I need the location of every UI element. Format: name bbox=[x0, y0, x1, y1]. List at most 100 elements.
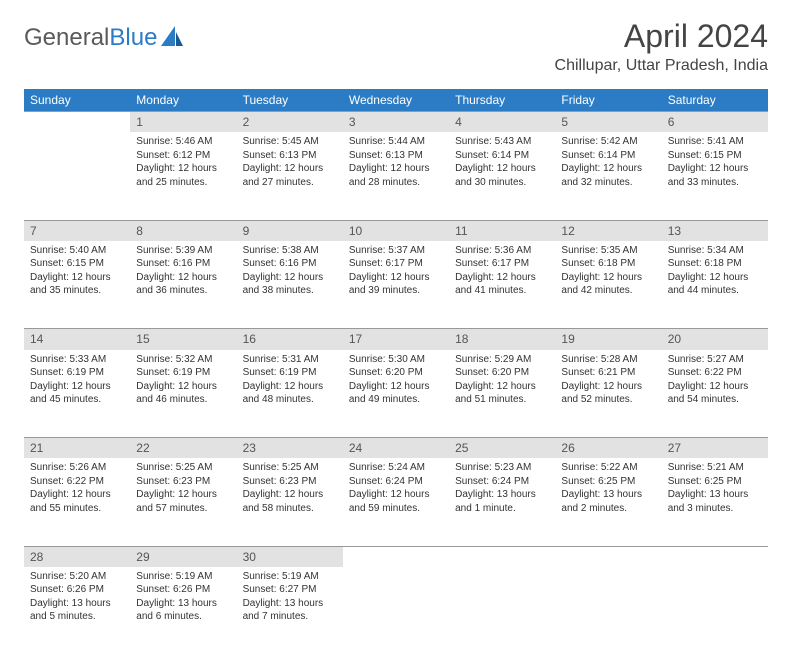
sunset-text: Sunset: 6:25 PM bbox=[668, 475, 762, 489]
sunrise-text: Sunrise: 5:45 AM bbox=[243, 135, 337, 149]
sunset-text: Sunset: 6:15 PM bbox=[30, 257, 124, 271]
day-content-cell: Sunrise: 5:31 AMSunset: 6:19 PMDaylight:… bbox=[237, 350, 343, 438]
day-number-cell: 4 bbox=[449, 112, 555, 133]
day-content-cell: Sunrise: 5:37 AMSunset: 6:17 PMDaylight:… bbox=[343, 241, 449, 329]
day-number-cell: 11 bbox=[449, 220, 555, 241]
logo-sail-icon bbox=[161, 26, 183, 51]
day-content-cell: Sunrise: 5:44 AMSunset: 6:13 PMDaylight:… bbox=[343, 132, 449, 220]
sunrise-text: Sunrise: 5:35 AM bbox=[561, 244, 655, 258]
sunset-text: Sunset: 6:26 PM bbox=[136, 583, 230, 597]
day-content-cell: Sunrise: 5:38 AMSunset: 6:16 PMDaylight:… bbox=[237, 241, 343, 329]
day-content-cell: Sunrise: 5:24 AMSunset: 6:24 PMDaylight:… bbox=[343, 458, 449, 546]
day-number-cell bbox=[555, 546, 661, 567]
day-number-cell: 2 bbox=[237, 112, 343, 133]
daylight1-text: Daylight: 12 hours bbox=[349, 380, 443, 394]
title-block: April 2024 Chillupar, Uttar Pradesh, Ind… bbox=[555, 18, 768, 75]
day-number-cell: 30 bbox=[237, 546, 343, 567]
day-content-cell: Sunrise: 5:32 AMSunset: 6:19 PMDaylight:… bbox=[130, 350, 236, 438]
sunrise-text: Sunrise: 5:27 AM bbox=[668, 353, 762, 367]
weekday-header: Monday bbox=[130, 89, 236, 112]
day-number-cell bbox=[24, 112, 130, 133]
calendar-body: 123456Sunrise: 5:46 AMSunset: 6:12 PMDay… bbox=[24, 112, 768, 655]
sunrise-text: Sunrise: 5:44 AM bbox=[349, 135, 443, 149]
daylight2-text: and 52 minutes. bbox=[561, 393, 655, 407]
sunset-text: Sunset: 6:18 PM bbox=[561, 257, 655, 271]
weekday-row: Sunday Monday Tuesday Wednesday Thursday… bbox=[24, 89, 768, 112]
daylight2-text: and 30 minutes. bbox=[455, 176, 549, 190]
day-number-cell: 20 bbox=[662, 329, 768, 350]
logo: GeneralBlue bbox=[24, 24, 183, 52]
daylight1-text: Daylight: 13 hours bbox=[561, 488, 655, 502]
day-number-cell: 27 bbox=[662, 438, 768, 459]
daylight2-text: and 59 minutes. bbox=[349, 502, 443, 516]
daylight2-text: and 38 minutes. bbox=[243, 284, 337, 298]
day-content-cell: Sunrise: 5:25 AMSunset: 6:23 PMDaylight:… bbox=[130, 458, 236, 546]
day-number-row: 78910111213 bbox=[24, 220, 768, 241]
day-content-cell bbox=[343, 567, 449, 655]
daylight2-text: and 36 minutes. bbox=[136, 284, 230, 298]
sunset-text: Sunset: 6:19 PM bbox=[136, 366, 230, 380]
sunrise-text: Sunrise: 5:22 AM bbox=[561, 461, 655, 475]
day-content-cell: Sunrise: 5:23 AMSunset: 6:24 PMDaylight:… bbox=[449, 458, 555, 546]
sunset-text: Sunset: 6:23 PM bbox=[136, 475, 230, 489]
daylight2-text: and 41 minutes. bbox=[455, 284, 549, 298]
sunrise-text: Sunrise: 5:40 AM bbox=[30, 244, 124, 258]
day-number-cell: 17 bbox=[343, 329, 449, 350]
daylight2-text: and 57 minutes. bbox=[136, 502, 230, 516]
daylight1-text: Daylight: 13 hours bbox=[668, 488, 762, 502]
day-content-cell: Sunrise: 5:33 AMSunset: 6:19 PMDaylight:… bbox=[24, 350, 130, 438]
daylight1-text: Daylight: 12 hours bbox=[455, 271, 549, 285]
day-content-cell: Sunrise: 5:19 AMSunset: 6:27 PMDaylight:… bbox=[237, 567, 343, 655]
sunset-text: Sunset: 6:20 PM bbox=[455, 366, 549, 380]
day-number-cell bbox=[343, 546, 449, 567]
daylight2-text: and 58 minutes. bbox=[243, 502, 337, 516]
sunrise-text: Sunrise: 5:42 AM bbox=[561, 135, 655, 149]
day-number-cell: 22 bbox=[130, 438, 236, 459]
sunrise-text: Sunrise: 5:23 AM bbox=[455, 461, 549, 475]
daylight2-text: and 7 minutes. bbox=[243, 610, 337, 624]
sunset-text: Sunset: 6:20 PM bbox=[349, 366, 443, 380]
daylight1-text: Daylight: 12 hours bbox=[243, 271, 337, 285]
day-number-cell: 6 bbox=[662, 112, 768, 133]
sunrise-text: Sunrise: 5:31 AM bbox=[243, 353, 337, 367]
sunset-text: Sunset: 6:16 PM bbox=[243, 257, 337, 271]
weekday-header: Sunday bbox=[24, 89, 130, 112]
location: Chillupar, Uttar Pradesh, India bbox=[555, 57, 768, 75]
day-number-cell: 24 bbox=[343, 438, 449, 459]
sunrise-text: Sunrise: 5:19 AM bbox=[136, 570, 230, 584]
sunrise-text: Sunrise: 5:37 AM bbox=[349, 244, 443, 258]
sunrise-text: Sunrise: 5:21 AM bbox=[668, 461, 762, 475]
daylight1-text: Daylight: 12 hours bbox=[561, 162, 655, 176]
daylight2-text: and 32 minutes. bbox=[561, 176, 655, 190]
day-number-cell: 28 bbox=[24, 546, 130, 567]
daylight2-text: and 1 minute. bbox=[455, 502, 549, 516]
sunrise-text: Sunrise: 5:33 AM bbox=[30, 353, 124, 367]
weekday-header: Friday bbox=[555, 89, 661, 112]
day-content-cell: Sunrise: 5:30 AMSunset: 6:20 PMDaylight:… bbox=[343, 350, 449, 438]
day-content-cell: Sunrise: 5:28 AMSunset: 6:21 PMDaylight:… bbox=[555, 350, 661, 438]
sunset-text: Sunset: 6:24 PM bbox=[455, 475, 549, 489]
sunset-text: Sunset: 6:14 PM bbox=[455, 149, 549, 163]
sunrise-text: Sunrise: 5:43 AM bbox=[455, 135, 549, 149]
day-number-cell: 19 bbox=[555, 329, 661, 350]
day-content-cell: Sunrise: 5:36 AMSunset: 6:17 PMDaylight:… bbox=[449, 241, 555, 329]
day-number-cell: 23 bbox=[237, 438, 343, 459]
sunset-text: Sunset: 6:22 PM bbox=[668, 366, 762, 380]
sunrise-text: Sunrise: 5:26 AM bbox=[30, 461, 124, 475]
daylight1-text: Daylight: 12 hours bbox=[243, 380, 337, 394]
day-number-cell: 26 bbox=[555, 438, 661, 459]
day-number-cell: 15 bbox=[130, 329, 236, 350]
sunset-text: Sunset: 6:26 PM bbox=[30, 583, 124, 597]
day-content-cell: Sunrise: 5:34 AMSunset: 6:18 PMDaylight:… bbox=[662, 241, 768, 329]
daylight2-text: and 25 minutes. bbox=[136, 176, 230, 190]
sunset-text: Sunset: 6:22 PM bbox=[30, 475, 124, 489]
daylight2-text: and 45 minutes. bbox=[30, 393, 124, 407]
sunrise-text: Sunrise: 5:20 AM bbox=[30, 570, 124, 584]
day-number-cell: 9 bbox=[237, 220, 343, 241]
logo-text-gray: General bbox=[24, 24, 109, 51]
sunset-text: Sunset: 6:27 PM bbox=[243, 583, 337, 597]
sunset-text: Sunset: 6:21 PM bbox=[561, 366, 655, 380]
day-content-cell: Sunrise: 5:26 AMSunset: 6:22 PMDaylight:… bbox=[24, 458, 130, 546]
daylight1-text: Daylight: 12 hours bbox=[668, 380, 762, 394]
day-number-cell: 12 bbox=[555, 220, 661, 241]
